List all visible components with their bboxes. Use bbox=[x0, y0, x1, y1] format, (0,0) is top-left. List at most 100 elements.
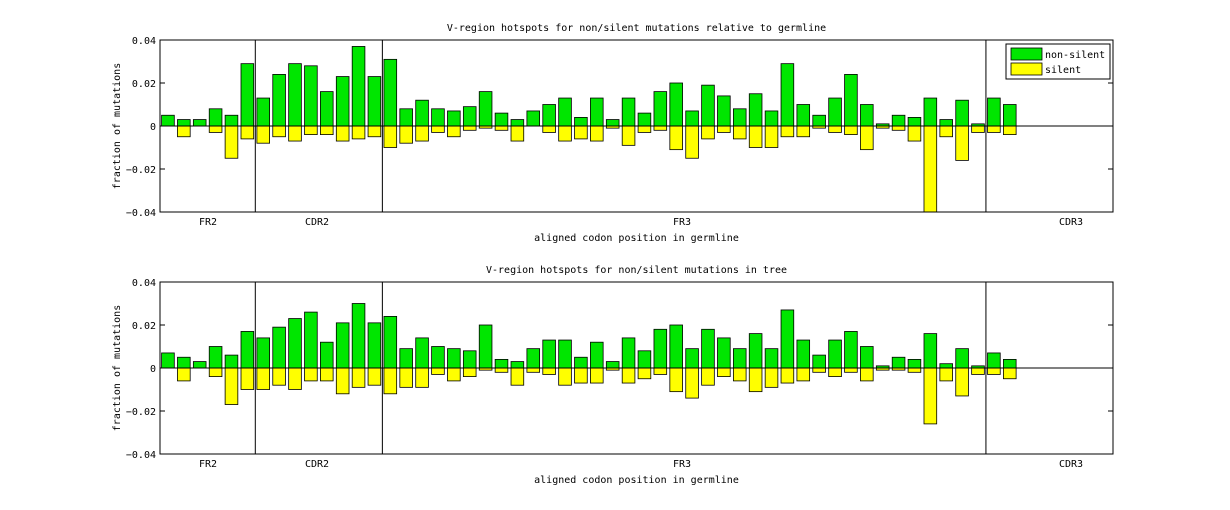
silent-bar bbox=[383, 125, 398, 148]
nonsilent-bar bbox=[748, 333, 763, 369]
nonsilent-bar bbox=[860, 104, 874, 127]
nonsilent-bar bbox=[288, 63, 302, 127]
nonsilent-bar bbox=[478, 91, 493, 127]
silent-bar bbox=[987, 367, 1001, 375]
silent-bar bbox=[955, 367, 969, 397]
silent-bar bbox=[351, 367, 366, 388]
silent-bar bbox=[621, 367, 636, 384]
nonsilent-bar bbox=[907, 117, 922, 127]
silent-bar bbox=[431, 367, 445, 375]
y-tick-label: 0.04 bbox=[132, 278, 156, 289]
silent-bar bbox=[764, 367, 779, 388]
silent-bar bbox=[272, 367, 286, 386]
nonsilent-bar bbox=[208, 108, 223, 127]
x-tick-label: CDR3 bbox=[1059, 217, 1083, 228]
silent-bar bbox=[844, 367, 858, 373]
nonsilent-bar bbox=[748, 93, 763, 127]
nonsilent-bar bbox=[415, 337, 429, 369]
silent-bar bbox=[621, 125, 636, 146]
y-tick-label: −0.04 bbox=[126, 450, 156, 461]
silent-bar bbox=[971, 125, 985, 133]
nonsilent-bar bbox=[669, 82, 683, 127]
silent-bar bbox=[224, 125, 239, 159]
silent-bar bbox=[987, 125, 1001, 133]
nonsilent-bar bbox=[320, 341, 334, 369]
nonsilent-bar bbox=[812, 354, 826, 369]
nonsilent-bar bbox=[494, 112, 509, 127]
silent-bar bbox=[637, 125, 652, 133]
silent-bar bbox=[542, 125, 556, 133]
silent-bar bbox=[637, 367, 652, 380]
silent-bar bbox=[955, 125, 969, 161]
silent-bar bbox=[288, 125, 302, 142]
silent-bar bbox=[415, 367, 429, 388]
nonsilent-bar bbox=[653, 91, 668, 127]
nonsilent-bar bbox=[272, 74, 286, 127]
nonsilent-bar bbox=[383, 315, 398, 369]
nonsilent-bar bbox=[192, 361, 207, 369]
silent-bar bbox=[860, 125, 874, 151]
nonsilent-bar bbox=[510, 361, 525, 369]
nonsilent-bar bbox=[844, 331, 858, 369]
silent-bar bbox=[891, 125, 906, 131]
y-tick-label: −0.02 bbox=[126, 407, 156, 418]
silent-bar bbox=[510, 367, 525, 386]
silent-bar bbox=[304, 367, 318, 382]
silent-bar bbox=[208, 367, 223, 378]
silent-bar bbox=[558, 367, 572, 386]
silent-bar bbox=[351, 125, 366, 140]
silent-bar bbox=[971, 367, 985, 375]
nonsilent-bar bbox=[335, 76, 350, 127]
chart-panel-2: V-region hotspots for non/silent mutatio… bbox=[112, 265, 1114, 486]
nonsilent-bar bbox=[192, 119, 207, 127]
nonsilent-bar bbox=[764, 110, 779, 127]
nonsilent-bar bbox=[367, 76, 382, 127]
nonsilent-bar bbox=[177, 119, 191, 127]
nonsilent-bar bbox=[367, 322, 382, 369]
x-tick-label: CDR2 bbox=[305, 459, 329, 470]
silent-bar bbox=[812, 367, 826, 373]
silent-bar bbox=[208, 125, 223, 133]
bars-group bbox=[161, 46, 1017, 212]
bars-group bbox=[161, 303, 1017, 425]
legend: non-silent silent bbox=[1005, 43, 1111, 80]
nonsilent-bar bbox=[653, 328, 668, 369]
silent-bar bbox=[399, 125, 413, 144]
nonsilent-bar bbox=[828, 339, 842, 369]
nonsilent-bar bbox=[161, 114, 175, 127]
nonsilent-bar bbox=[796, 104, 811, 127]
nonsilent-bar bbox=[987, 97, 1001, 127]
nonsilent-bar bbox=[717, 337, 731, 369]
x-axis-label: aligned codon position in germline bbox=[534, 475, 739, 486]
nonsilent-bar bbox=[208, 346, 223, 369]
legend-label-silent: silent bbox=[1045, 65, 1081, 76]
nonsilent-bar bbox=[923, 333, 938, 369]
silent-bar bbox=[732, 125, 747, 140]
silent-bar bbox=[558, 125, 572, 142]
nonsilent-bar bbox=[955, 348, 969, 369]
legend-label-nonsilent: non-silent bbox=[1045, 50, 1105, 61]
silent-bar bbox=[335, 125, 350, 142]
y-tick-label: 0 bbox=[150, 364, 156, 375]
silent-bar bbox=[256, 125, 271, 144]
silent-bar bbox=[939, 125, 953, 138]
silent-bar bbox=[701, 367, 715, 386]
nonsilent-bar bbox=[669, 324, 683, 369]
x-tick-label: CDR3 bbox=[1059, 459, 1083, 470]
nonsilent-bar bbox=[256, 97, 271, 127]
nonsilent-bar bbox=[240, 63, 255, 127]
silent-bar bbox=[542, 367, 556, 375]
silent-bar bbox=[780, 367, 795, 384]
nonsilent-bar bbox=[399, 108, 413, 127]
silent-bar bbox=[510, 125, 525, 142]
nonsilent-bar bbox=[732, 348, 747, 369]
silent-bar bbox=[367, 367, 382, 386]
silent-bar bbox=[844, 125, 858, 136]
x-tick-label: CDR2 bbox=[305, 217, 329, 228]
silent-bar bbox=[796, 125, 811, 138]
nonsilent-bar bbox=[161, 352, 175, 369]
nonsilent-bar bbox=[574, 117, 588, 127]
silent-bar bbox=[828, 125, 842, 133]
nonsilent-bar bbox=[939, 363, 953, 369]
